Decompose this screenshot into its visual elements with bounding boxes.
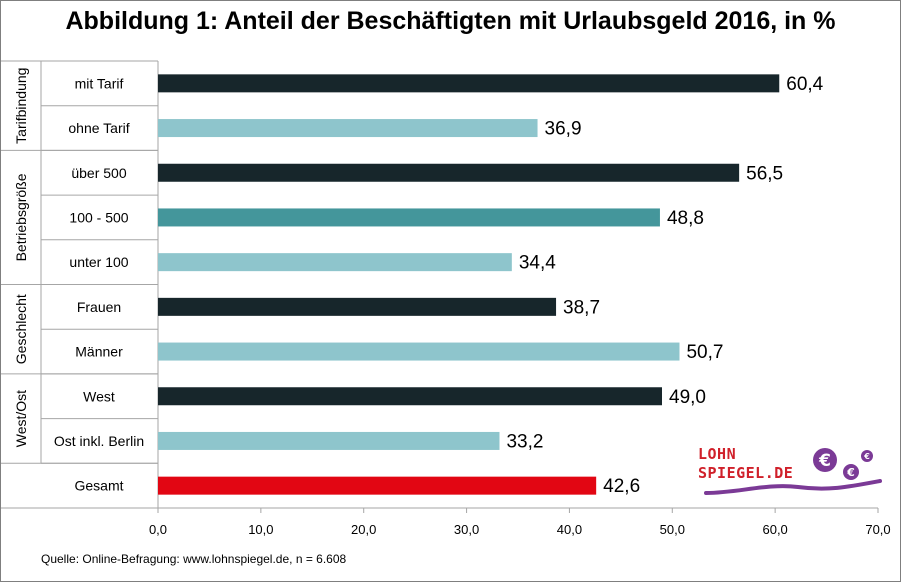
category-label: mit Tarif: [75, 75, 124, 91]
bar: [158, 297, 557, 316]
group-label: Geschlecht: [13, 294, 29, 364]
bar: [158, 208, 660, 227]
category-label: West: [83, 388, 115, 404]
svg-text:€: €: [863, 452, 870, 461]
value-label: 33,2: [506, 431, 543, 452]
category-label: Ost inkl. Berlin: [54, 433, 144, 449]
x-tick-label: 60,0: [762, 522, 787, 537]
value-label: 50,7: [686, 342, 723, 363]
category-label: unter 100: [69, 254, 128, 270]
category-label: über 500: [71, 165, 126, 181]
bar: [158, 119, 538, 138]
category-label: 100 - 500: [69, 209, 128, 225]
value-label: 36,9: [545, 119, 582, 140]
svg-text:€: €: [846, 466, 855, 479]
x-tick-label: 70,0: [865, 522, 890, 537]
bar: [158, 163, 740, 182]
value-label: 34,4: [519, 253, 556, 274]
source-note: Quelle: Online-Befragung: www.lohnspiege…: [41, 552, 347, 566]
group-label: West/Ost: [13, 390, 29, 447]
x-tick-label: 30,0: [454, 522, 479, 537]
group-label: Betriebsgröße: [13, 173, 29, 261]
value-label: 60,4: [786, 74, 823, 95]
x-tick-label: 10,0: [248, 522, 273, 537]
x-tick-label: 0,0: [149, 522, 167, 537]
value-label: 49,0: [669, 387, 706, 408]
svg-text:€: €: [818, 451, 831, 471]
x-tick-label: 40,0: [557, 522, 582, 537]
value-label: 48,8: [667, 208, 704, 229]
lohnspiegel-logo: LOHN SPIEGEL.DE € € €: [698, 443, 888, 499]
value-label: 38,7: [563, 297, 600, 318]
x-tick-label: 20,0: [351, 522, 376, 537]
category-label: ohne Tarif: [68, 120, 129, 136]
bar: [158, 253, 512, 272]
value-label: 42,6: [603, 476, 640, 497]
category-label: Gesamt: [74, 478, 123, 494]
bar: [158, 431, 500, 450]
logo-text: LOHN SPIEGEL.DE: [698, 445, 793, 483]
chart-title: Abbildung 1: Anteil der Beschäftigten mi…: [65, 7, 836, 35]
value-label: 56,5: [746, 163, 783, 184]
group-label: Tarifbindung: [13, 68, 29, 144]
euro-coins-icon: € € €: [704, 448, 882, 495]
bar: [158, 476, 597, 495]
category-label: Männer: [75, 344, 123, 360]
bar: [158, 387, 662, 406]
bar: [158, 342, 680, 361]
bar: [158, 74, 780, 93]
x-tick-label: 50,0: [660, 522, 685, 537]
logo-line-2: SPIEGEL.DE: [698, 464, 794, 482]
category-label: Frauen: [77, 299, 121, 315]
logo-line-1: LOHN: [698, 445, 737, 463]
